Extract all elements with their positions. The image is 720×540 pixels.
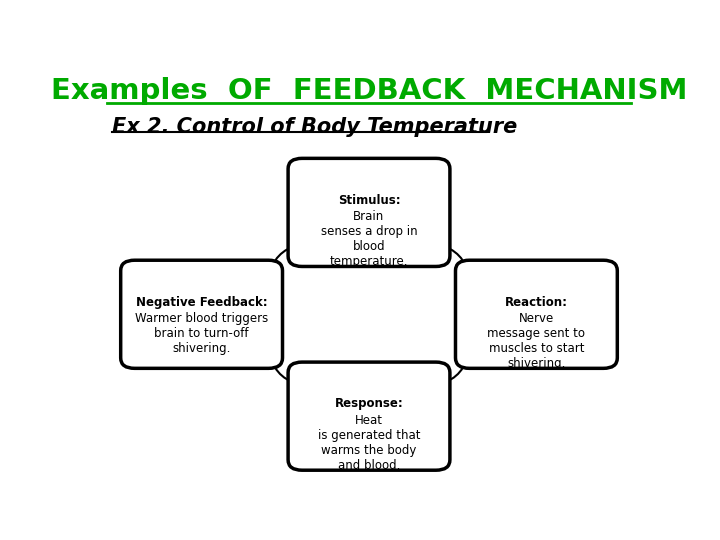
Text: Examples  OF  FEEDBACK  MECHANISM: Examples OF FEEDBACK MECHANISM (50, 77, 688, 105)
Text: Stimulus:: Stimulus: (338, 194, 400, 207)
FancyBboxPatch shape (121, 260, 282, 368)
FancyBboxPatch shape (456, 260, 617, 368)
Text: Ex 2. Control of Body Temperature: Ex 2. Control of Body Temperature (112, 117, 518, 137)
Text: Brain
senses a drop in
blood
temperature.: Brain senses a drop in blood temperature… (320, 210, 418, 268)
Text: Reaction:: Reaction: (505, 295, 568, 308)
Text: Warmer blood triggers
brain to turn-off
shivering.: Warmer blood triggers brain to turn-off … (135, 312, 269, 355)
Text: Response:: Response: (335, 397, 403, 410)
FancyBboxPatch shape (288, 158, 450, 266)
FancyBboxPatch shape (288, 362, 450, 470)
Text: Nerve
message sent to
muscles to start
shivering.: Nerve message sent to muscles to start s… (487, 312, 585, 370)
Text: Heat
is generated that
warms the body
and blood.: Heat is generated that warms the body an… (318, 414, 420, 472)
Text: Negative Feedback:: Negative Feedback: (136, 295, 267, 308)
